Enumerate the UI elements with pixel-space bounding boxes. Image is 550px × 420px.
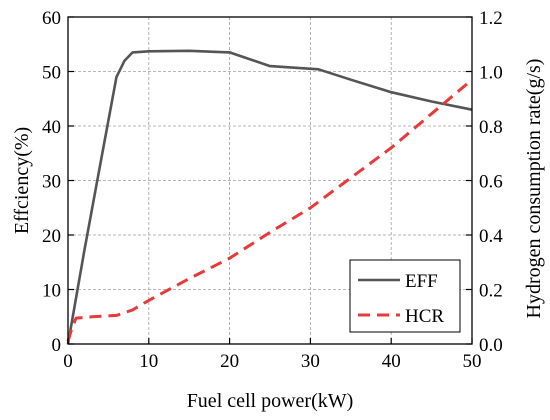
x-tick-label: 50 bbox=[463, 351, 482, 372]
y-left-tick-label: 10 bbox=[42, 281, 61, 302]
y-right-tick-label: 0.8 bbox=[479, 117, 503, 138]
y-axis-left-label: Effciency(%) bbox=[11, 127, 33, 234]
x-tick-label: 40 bbox=[382, 351, 401, 372]
series-line-hcr bbox=[66, 78, 473, 342]
legend-label-hcr: HCR bbox=[405, 306, 444, 327]
y-axis-right-label: Hydrogen consumption rate(g/s) bbox=[523, 59, 545, 319]
y-right-tick-label: 1.2 bbox=[479, 8, 503, 29]
x-tick-label: 20 bbox=[220, 351, 239, 372]
y-right-tick-label: 0.4 bbox=[479, 226, 503, 247]
y-left-tick-label: 50 bbox=[42, 63, 61, 84]
legend-label-eff: EFF bbox=[405, 271, 438, 292]
x-tick-label: 30 bbox=[301, 351, 320, 372]
legend: EFF HCR bbox=[349, 259, 461, 333]
x-tick-label: 0 bbox=[63, 351, 73, 372]
ticks: 0 10 20 30 40 50 0 10 20 30 40 50 60 0.0 0.2 0.4 0.6 0.8 1… bbox=[42, 8, 503, 372]
x-axis-label: Fuel cell power(kW) bbox=[187, 390, 354, 412]
y-right-tick-label: 0.0 bbox=[479, 335, 503, 356]
x-tick-label: 10 bbox=[139, 351, 158, 372]
y-right-tick-label: 0.2 bbox=[479, 281, 503, 302]
y-left-tick-label: 20 bbox=[42, 226, 61, 247]
legend-box bbox=[349, 259, 461, 333]
y-right-tick-label: 0.6 bbox=[479, 172, 503, 193]
y-left-tick-label: 30 bbox=[42, 172, 61, 193]
y-left-tick-label: 40 bbox=[42, 117, 61, 138]
y-left-tick-label: 60 bbox=[42, 8, 61, 29]
y-left-tick-label: 0 bbox=[52, 335, 62, 356]
series-line-eff bbox=[66, 49, 473, 345]
y-right-tick-label: 1.0 bbox=[479, 63, 503, 84]
series-layer bbox=[66, 49, 473, 345]
